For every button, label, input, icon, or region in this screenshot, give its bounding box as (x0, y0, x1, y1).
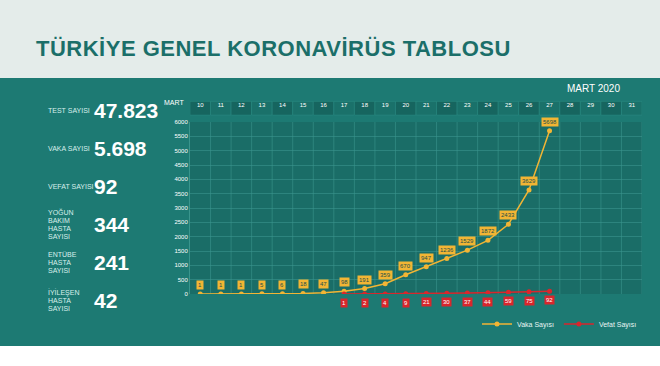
html-text:TEST SAYISI: TEST SAYISI (48, 107, 90, 114)
svg-text:22: 22 (443, 102, 450, 108)
svg-text:670: 670 (400, 263, 411, 269)
svg-text:947: 947 (421, 255, 432, 261)
svg-text:98: 98 (341, 279, 348, 285)
svg-text:4000: 4000 (174, 176, 188, 182)
svg-text:1529: 1529 (460, 238, 474, 244)
svg-text:19: 19 (382, 102, 389, 108)
svg-text:4500: 4500 (174, 162, 188, 168)
svg-text:9: 9 (404, 300, 408, 306)
svg-text:92: 92 (546, 297, 553, 303)
svg-text:14: 14 (279, 102, 286, 108)
svg-text:27: 27 (546, 102, 553, 108)
html-text:5.698: 5.698 (94, 137, 147, 160)
svg-text:24: 24 (485, 102, 492, 108)
svg-text:31: 31 (628, 102, 635, 108)
svg-text:1: 1 (239, 282, 243, 288)
html-text:MART 2020: MART 2020 (567, 83, 620, 94)
svg-text:Vefat Sayısı: Vefat Sayısı (599, 321, 636, 329)
svg-text:13: 13 (259, 102, 266, 108)
svg-text:5698: 5698 (543, 119, 557, 125)
svg-text:2: 2 (363, 300, 367, 306)
svg-text:15: 15 (300, 102, 307, 108)
svg-text:6000: 6000 (174, 119, 188, 125)
svg-text:1500: 1500 (174, 248, 188, 254)
svg-text:37: 37 (464, 299, 471, 305)
html-text:TÜRKİYE GENEL KORONAVİRÜS TABL: TÜRKİYE GENEL KORONAVİRÜS TABLOSU (36, 36, 511, 61)
svg-text:30: 30 (443, 299, 450, 305)
svg-text:1000: 1000 (174, 262, 188, 268)
svg-text:0: 0 (184, 291, 188, 297)
svg-text:44: 44 (484, 299, 491, 305)
svg-text:28: 28 (567, 102, 574, 108)
svg-text:18: 18 (361, 102, 368, 108)
html-text:VAKA SAYISI: VAKA SAYISI (48, 145, 90, 152)
html-text:47.823: 47.823 (94, 99, 159, 122)
svg-text:17: 17 (341, 102, 348, 108)
html-text:92: 92 (94, 175, 118, 198)
svg-text:5000: 5000 (174, 148, 188, 154)
svg-text:25: 25 (505, 102, 512, 108)
html-text:ENTÜBE HASTA SAYISI: ENTÜBE HASTA SAYISI (48, 251, 77, 274)
html-text:İYİLEŞEN HASTA SAYISI: İYİLEŞEN HASTA SAYISI (48, 289, 80, 312)
svg-text:3500: 3500 (174, 191, 188, 197)
svg-text:47: 47 (320, 281, 327, 287)
svg-text:1: 1 (198, 282, 202, 288)
svg-text:1: 1 (342, 300, 346, 306)
svg-text:26: 26 (526, 102, 533, 108)
svg-text:12: 12 (238, 102, 245, 108)
svg-text:4: 4 (383, 300, 387, 306)
svg-text:21: 21 (423, 102, 430, 108)
html-text:YOĞUN BAKIM HASTA SAYISI: YOĞUN BAKIM HASTA SAYISI (48, 209, 74, 240)
svg-text:1236: 1236 (440, 247, 454, 253)
svg-text:MART: MART (164, 99, 184, 106)
svg-text:191: 191 (359, 277, 370, 283)
svg-text:Vaka Sayısı: Vaka Sayısı (517, 321, 554, 329)
html-text:VEFAT SAYISI: VEFAT SAYISI (48, 183, 94, 190)
svg-text:1872: 1872 (481, 228, 495, 234)
html-text:241: 241 (94, 251, 129, 274)
svg-text:3000: 3000 (174, 205, 188, 211)
svg-text:10: 10 (197, 102, 204, 108)
svg-text:1: 1 (219, 282, 223, 288)
html-text:344: 344 (94, 213, 129, 236)
svg-text:59: 59 (505, 298, 512, 304)
svg-text:29: 29 (587, 102, 594, 108)
svg-text:359: 359 (380, 272, 391, 278)
svg-text:75: 75 (526, 298, 533, 304)
html-text:42: 42 (94, 289, 118, 312)
svg-text:2000: 2000 (174, 234, 188, 240)
svg-text:30: 30 (608, 102, 615, 108)
svg-text:18: 18 (300, 281, 307, 287)
svg-text:16: 16 (320, 102, 327, 108)
svg-text:2500: 2500 (174, 219, 188, 225)
svg-text:21: 21 (423, 299, 430, 305)
svg-text:5500: 5500 (174, 133, 188, 139)
svg-text:500: 500 (178, 277, 189, 283)
svg-text:20: 20 (402, 102, 409, 108)
svg-text:3629: 3629 (522, 178, 536, 184)
svg-text:2433: 2433 (501, 212, 515, 218)
svg-text:11: 11 (218, 102, 225, 108)
svg-text:23: 23 (464, 102, 471, 108)
svg-text:5: 5 (260, 282, 264, 288)
svg-text:6: 6 (280, 282, 284, 288)
